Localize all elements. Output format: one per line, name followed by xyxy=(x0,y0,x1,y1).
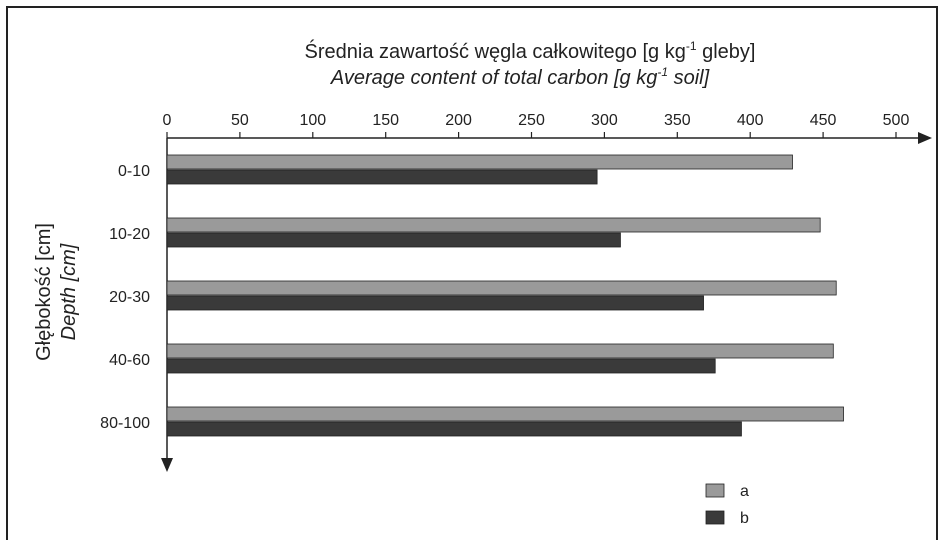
x-arrow xyxy=(918,132,932,144)
x-tick-label: 200 xyxy=(445,112,472,129)
y-tick-label: 20-30 xyxy=(109,289,150,306)
x-tick-label: 350 xyxy=(664,112,691,129)
bar xyxy=(166,232,621,248)
x-tick-label: 250 xyxy=(518,112,545,129)
legend-swatch xyxy=(705,483,725,498)
subtitle-sup: -1 xyxy=(657,65,668,79)
title-part: gleby] xyxy=(697,41,756,63)
title-sup: -1 xyxy=(686,39,697,53)
bar xyxy=(166,217,821,233)
subtitle-part: Average content of total carbon [g kg xyxy=(330,67,658,89)
bar xyxy=(166,280,837,296)
chart-subtitle: Average content of total carbon [g kg-1 … xyxy=(330,65,710,89)
bar xyxy=(166,421,742,437)
x-tick-label: 300 xyxy=(591,112,618,129)
y-arrow xyxy=(161,458,173,472)
x-tick-label: 100 xyxy=(299,112,326,129)
x-tick-label: 400 xyxy=(737,112,764,129)
legend-label: a xyxy=(740,483,749,500)
legend-label: b xyxy=(740,510,749,527)
bar xyxy=(166,295,704,311)
bar xyxy=(166,154,793,170)
bar xyxy=(166,406,844,422)
x-tick-label: 150 xyxy=(372,112,399,129)
legend-swatch xyxy=(705,510,725,525)
y-axis-label: Głębokość [cm] xyxy=(33,223,55,361)
chart-title: Średnia zawartość węgla całkowitego [g k… xyxy=(305,39,756,63)
x-tick-label: 450 xyxy=(810,112,837,129)
subtitle-part: soil] xyxy=(668,67,710,89)
y-axis-label-en: Depth [cm] xyxy=(58,243,80,340)
x-tick-label: 0 xyxy=(163,112,172,129)
title-part: Średnia zawartość węgla całkowitego [g k… xyxy=(305,39,686,63)
y-tick-label: 40-60 xyxy=(109,352,150,369)
bar xyxy=(166,358,716,374)
y-tick-label: 10-20 xyxy=(109,226,150,243)
y-tick-label: 0-10 xyxy=(118,163,150,180)
frame xyxy=(6,6,938,540)
x-tick-label: 50 xyxy=(231,112,249,129)
bar xyxy=(166,343,834,359)
x-tick-label: 500 xyxy=(883,112,910,129)
y-tick-label: 80-100 xyxy=(100,415,150,432)
bar xyxy=(166,169,598,185)
